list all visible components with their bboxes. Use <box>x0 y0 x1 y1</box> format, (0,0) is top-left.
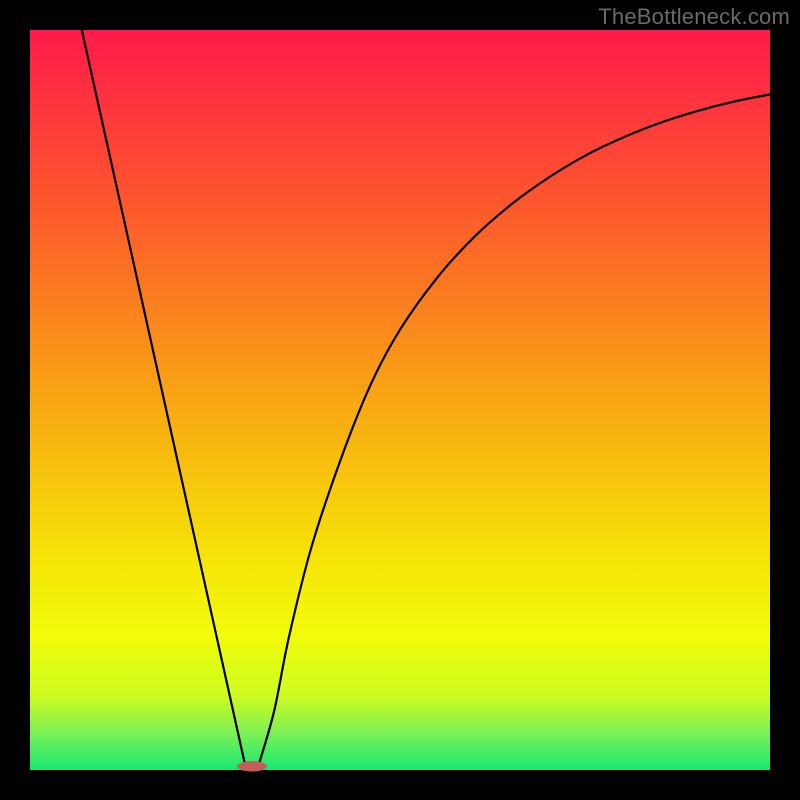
plot-background <box>30 30 770 770</box>
bottleneck-chart <box>0 0 800 800</box>
chart-container: { "watermark": { "text": "TheBottleneck.… <box>0 0 800 800</box>
minimum-marker <box>237 761 267 771</box>
watermark-text: TheBottleneck.com <box>598 4 790 30</box>
